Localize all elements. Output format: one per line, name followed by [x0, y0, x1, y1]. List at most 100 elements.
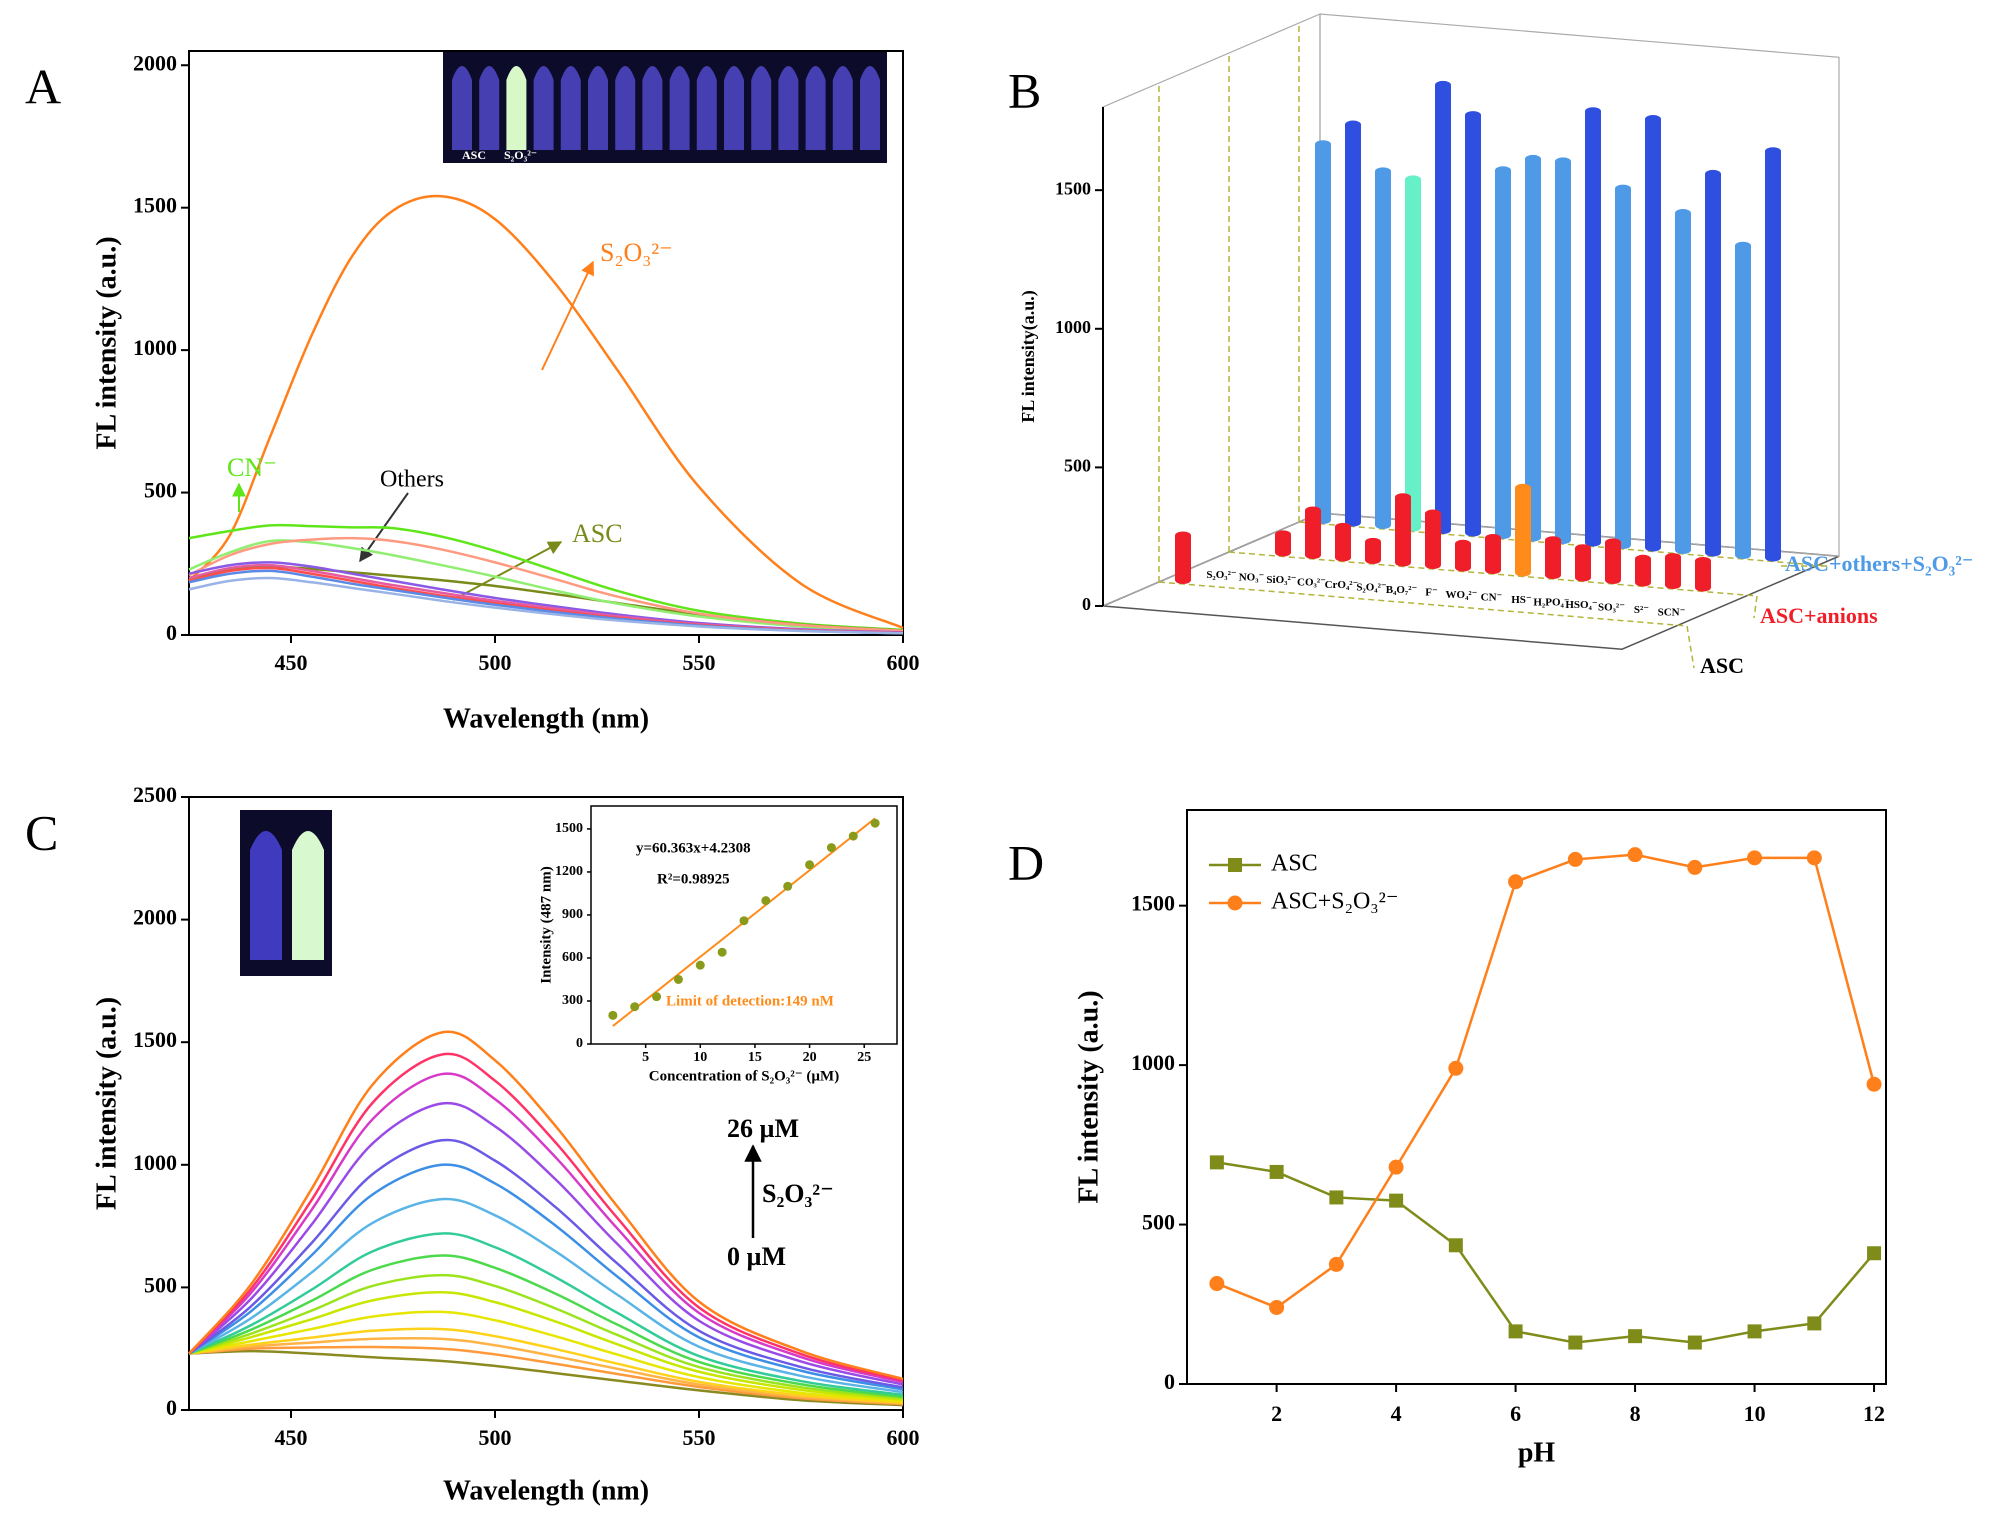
bar [1575, 544, 1591, 582]
marker [1568, 1335, 1583, 1350]
row-label: ASC [1700, 653, 1744, 678]
vial [669, 66, 690, 150]
point [783, 881, 793, 891]
y-tick-label: 500 [144, 478, 177, 503]
line-series [188, 1197, 904, 1394]
line-series [188, 1291, 904, 1401]
inset-annotation: y=60.363x+4.2308 [636, 840, 751, 856]
marker [1867, 1246, 1882, 1261]
bar [1455, 539, 1471, 572]
marker [1448, 1238, 1463, 1253]
y-tick-label: 0 [1164, 1369, 1175, 1394]
vial [506, 66, 527, 150]
vial [479, 66, 500, 150]
line-series [1216, 853, 1876, 1309]
bar [1275, 530, 1291, 557]
legend-label: ASC+S₂O₃²⁻ [1271, 889, 1399, 915]
category-label: B₄O₇²⁻ [1386, 584, 1418, 596]
vial [615, 66, 636, 150]
y-tick-label: 300 [562, 993, 583, 1008]
marker [1209, 1276, 1225, 1292]
category-label: CN⁻ [1481, 592, 1503, 604]
bar [1645, 115, 1661, 552]
panel-letter: A [25, 58, 61, 114]
category-label: CrO₄²⁻ [1325, 579, 1359, 591]
x-tick-label: 4 [1391, 1401, 1402, 1426]
y-tick-label: 500 [144, 1272, 177, 1297]
marker [1329, 1190, 1344, 1205]
line-series [188, 1232, 904, 1397]
x-tick-label: 550 [683, 1425, 716, 1450]
y-tick-label: 900 [562, 907, 583, 922]
z-tick-label: 1000 [1055, 317, 1091, 337]
marker [1627, 847, 1643, 863]
inset-annotation: Limit of detection:149 nM [666, 993, 834, 1009]
vial [860, 66, 880, 150]
line-series [188, 576, 904, 635]
x-tick-label: 15 [748, 1050, 762, 1065]
photo-label: ASC [462, 148, 486, 162]
marker [1687, 859, 1703, 875]
x-tick-label: 20 [803, 1050, 817, 1065]
vial [533, 66, 554, 150]
vial [642, 66, 663, 150]
bar [1525, 154, 1541, 542]
point [695, 960, 705, 970]
vial [751, 66, 772, 150]
y-axis-label: FL intensity (a.u.) [91, 236, 122, 449]
x-tick-label: 450 [275, 650, 308, 675]
row-label: ASC+anions [1760, 603, 1878, 628]
category-label: HS⁻ [1511, 594, 1532, 606]
bar [1485, 533, 1501, 574]
legend-marker [1227, 895, 1243, 911]
y-axis-label: FL intensity (a.u.) [1073, 990, 1104, 1203]
series-label: ASC [572, 519, 623, 548]
marker [1628, 1329, 1643, 1344]
x-tick-label: 5 [642, 1050, 649, 1065]
point [717, 947, 727, 957]
x-axis-label: Concentration of S₂O₃²⁻ (µM) [649, 1068, 839, 1084]
vial [696, 66, 717, 150]
y-axis-label: FL intensity (a.u.) [91, 997, 122, 1210]
marker [1448, 1060, 1464, 1076]
line-series [188, 1030, 904, 1381]
plot-frame [1186, 809, 1887, 1385]
x-tick-label: 600 [887, 1425, 920, 1450]
marker [1508, 1324, 1523, 1339]
x-tick-label: 500 [479, 1425, 512, 1450]
y-tick-label: 1500 [133, 193, 177, 218]
bar [1335, 522, 1351, 562]
vial [452, 66, 472, 150]
y-tick-label: 2000 [133, 50, 177, 75]
point [608, 1010, 618, 1020]
marker [1806, 850, 1822, 866]
vial [588, 66, 608, 150]
category-label: S²⁻ [1634, 604, 1649, 616]
y-tick-label: 1200 [555, 864, 583, 879]
bar [1635, 554, 1651, 587]
marker [1328, 1256, 1344, 1272]
line-series [188, 1273, 904, 1400]
x-tick-label: 10 [693, 1050, 707, 1065]
line-series [188, 1349, 904, 1407]
x-tick-label: 600 [887, 650, 920, 675]
legend-label: ASC [1271, 851, 1318, 877]
point [739, 916, 749, 926]
inset-annotation: R²=0.98925 [657, 871, 730, 887]
bar [1305, 506, 1321, 559]
x-tick-label: 25 [857, 1050, 871, 1065]
z-tick-label: 500 [1064, 456, 1091, 476]
bar [1705, 169, 1721, 557]
point [630, 1002, 640, 1012]
marker [1388, 1159, 1404, 1175]
bar [1315, 140, 1331, 524]
marker [1866, 1076, 1882, 1092]
bar [1175, 531, 1191, 584]
y-tick-label: 0 [166, 1395, 177, 1420]
line-series [188, 523, 904, 632]
bar [1435, 80, 1451, 535]
line-series [188, 1052, 904, 1382]
y-tick-label: 0 [166, 620, 177, 645]
